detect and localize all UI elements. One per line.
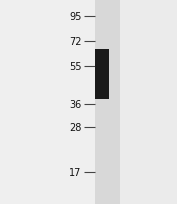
Bar xyxy=(120,0,177,204)
Bar xyxy=(95,49,109,99)
Bar xyxy=(0,0,95,204)
Text: 55: 55 xyxy=(69,62,81,72)
Text: 36: 36 xyxy=(69,100,81,110)
Text: 17: 17 xyxy=(69,167,81,177)
Bar xyxy=(95,0,120,204)
Text: 72: 72 xyxy=(69,37,81,47)
Text: 95: 95 xyxy=(69,12,81,22)
Text: 28: 28 xyxy=(69,123,81,132)
